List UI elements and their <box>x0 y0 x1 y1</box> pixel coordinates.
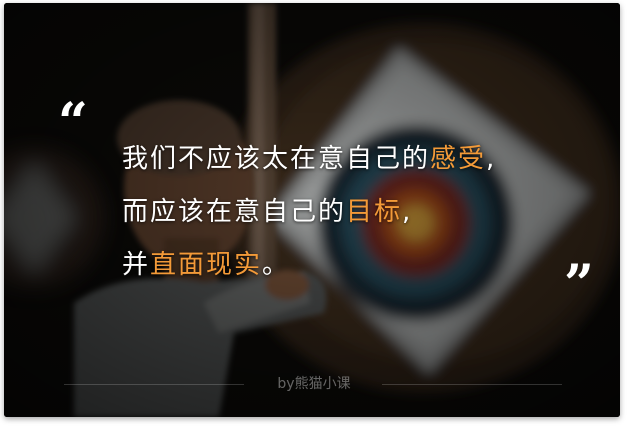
quote-line-1: 我们不应该太在意自己的感受, <box>122 142 496 176</box>
quote-line-2-end: , <box>402 197 413 227</box>
quote-line-2-text: 而应该在意自己的 <box>122 197 347 227</box>
quote-line-2-highlight: 目标 <box>346 197 403 227</box>
quote-card: “ ” 我们不应该太在意自己的感受, 而应该在意自己的目标, 并直面现实。 by… <box>4 3 620 417</box>
quote-line-1-text: 我们不应该太在意自己的 <box>122 144 431 174</box>
divider-left <box>64 384 244 385</box>
credit-text: by熊猫小课 <box>277 376 351 392</box>
quote-line-1-end: , <box>486 144 497 174</box>
quote-line-2: 而应该在意自己的目标, <box>122 195 412 229</box>
quote-line-3-highlight: 直面现实 <box>150 250 263 280</box>
close-quote-mark: ” <box>564 254 594 315</box>
quote-line-3-text: 并 <box>122 250 151 280</box>
archery-background-image <box>4 3 620 417</box>
quote-line-3: 并直面现实。 <box>122 248 290 282</box>
quote-line-1-highlight: 感受 <box>430 144 487 174</box>
divider-right <box>382 384 562 385</box>
quote-line-3-end: 。 <box>262 250 291 280</box>
open-quote-mark: “ <box>58 92 88 153</box>
